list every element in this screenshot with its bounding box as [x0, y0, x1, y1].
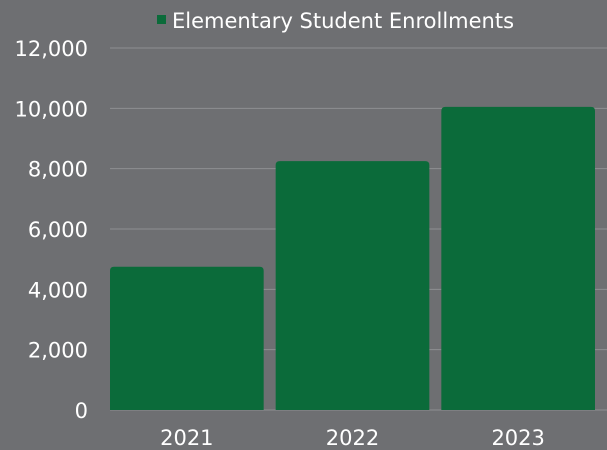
bar-2021 — [110, 266, 264, 410]
y-tick-label: 8,000 — [28, 158, 88, 182]
bar-2022 — [275, 161, 430, 410]
y-tick-label: 4,000 — [28, 278, 88, 302]
bars — [110, 106, 595, 410]
x-axis-ticks: 2021 2022 2023 — [160, 426, 545, 450]
y-axis-ticks: 0 2,000 4,000 6,000 8,000 10,000 12,000 — [15, 37, 88, 423]
y-tick-label: 0 — [75, 399, 88, 423]
legend-swatch — [157, 15, 166, 24]
y-tick-label: 6,000 — [28, 218, 88, 242]
y-tick-label: 12,000 — [15, 37, 88, 61]
y-tick-label: 2,000 — [28, 339, 88, 363]
legend-label: Elementary Student Enrollments — [172, 9, 514, 33]
x-tick-label: 2022 — [326, 426, 379, 450]
x-tick-label: 2021 — [160, 426, 213, 450]
bar-2023 — [441, 106, 595, 410]
y-tick-label: 10,000 — [15, 97, 88, 121]
legend: Elementary Student Enrollments — [157, 9, 514, 33]
x-tick-label: 2023 — [491, 426, 544, 450]
